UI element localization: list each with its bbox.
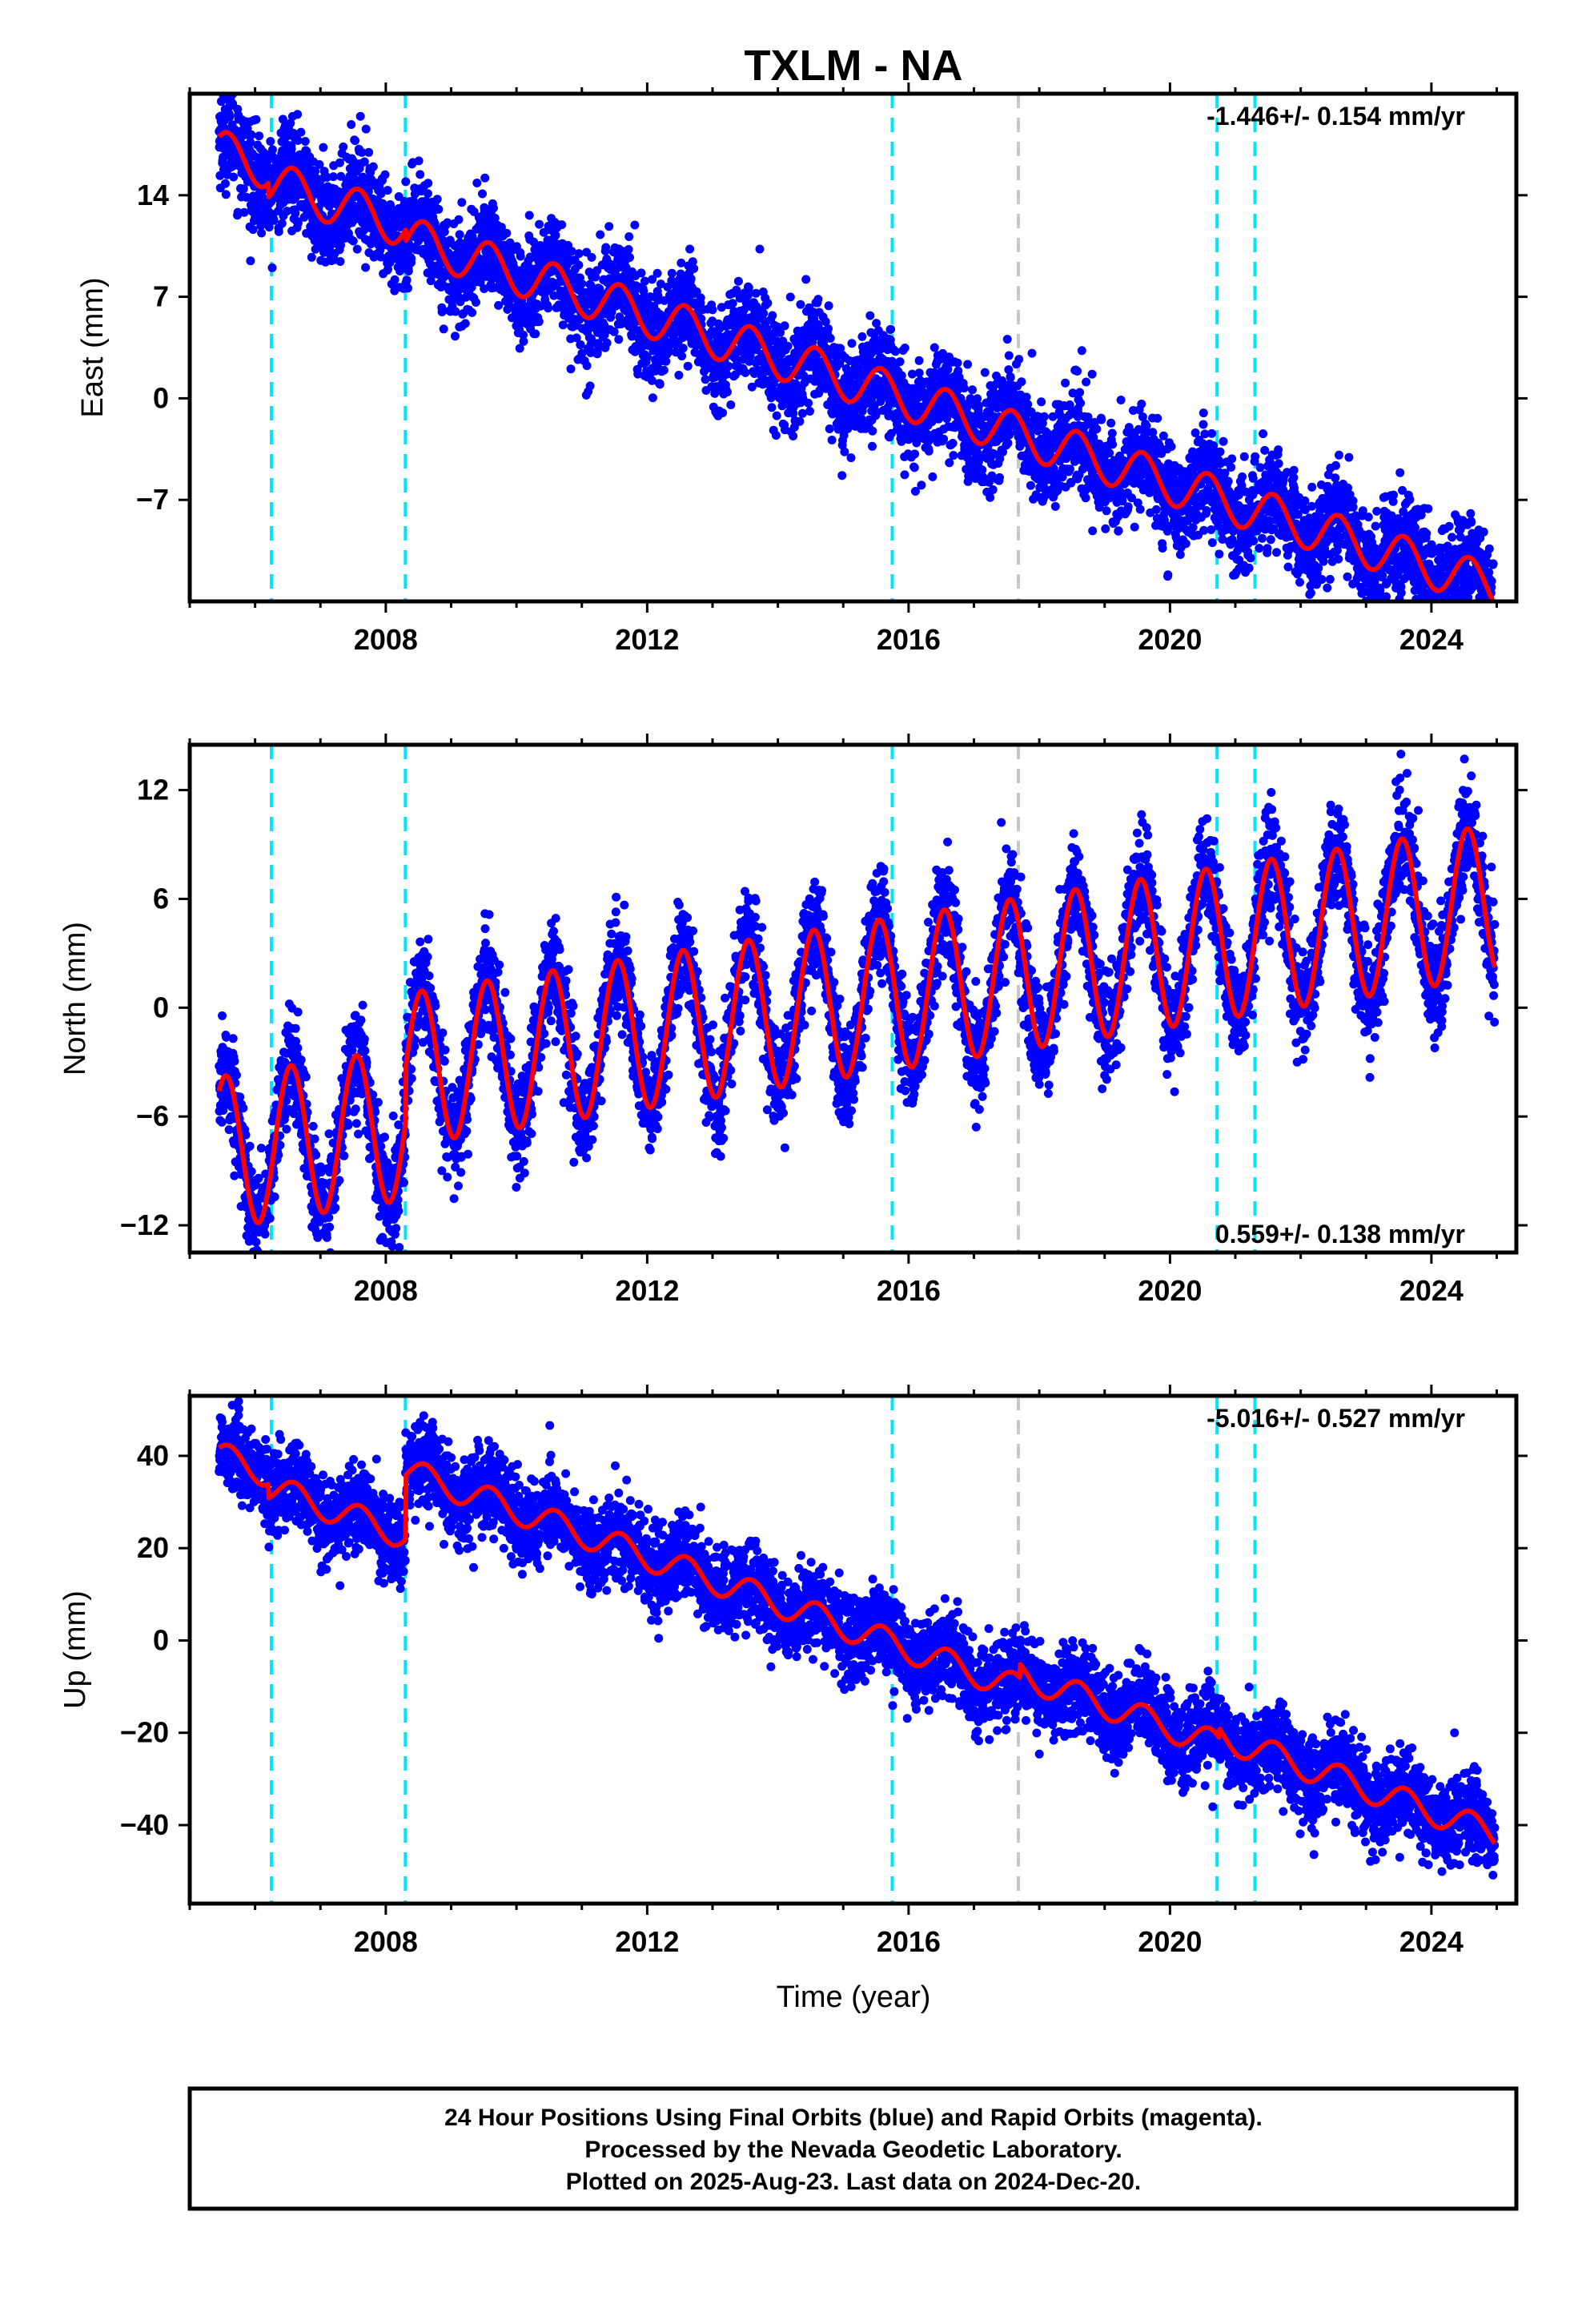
up-rate-label: -5.016+/- 0.527 mm/yr: [1207, 1404, 1465, 1433]
y-tick-label: −12: [120, 1208, 169, 1241]
y-tick-label: 20: [137, 1531, 169, 1564]
y-tick-label: 0: [153, 381, 169, 414]
footer-line-3: Plotted on 2025-Aug-23. Last data on 202…: [566, 2169, 1142, 2195]
north-model-curve-layer: [216, 826, 1497, 1225]
x-tick-label: 2008: [354, 1925, 418, 1958]
y-tick-label: 12: [137, 774, 169, 806]
figure-title: TXLM - NA: [745, 42, 963, 90]
north-panel: 2008 2012 2016 2020 2024 12 6 0 −6 −12 North (mm…: [58, 734, 1528, 1307]
east-x-tick-labels: 2008 2012 2016 2020 2024: [354, 623, 1464, 656]
east-plot-frame: [187, 91, 1519, 604]
footer-box: 24 Hour Positions Using Final Orbits (bl…: [187, 2086, 1519, 2211]
x-tick-label: 2024: [1399, 1274, 1464, 1307]
y-tick-label: −6: [136, 1100, 169, 1132]
x-tick-label: 2012: [615, 1925, 679, 1958]
x-tick-label: 2008: [354, 623, 418, 656]
east-axis-ticks: [179, 82, 1528, 613]
x-tick-label: 2012: [615, 623, 679, 656]
x-tick-label: 2016: [877, 1925, 941, 1958]
x-tick-label: 2012: [615, 1274, 679, 1307]
up-axis-ticks: [179, 1385, 1528, 1915]
x-tick-label: 2016: [877, 1274, 941, 1307]
north-y-tick-labels: 12 6 0 −6 −12: [120, 774, 169, 1241]
y-tick-label: −20: [120, 1716, 169, 1749]
east-observation-points: [215, 94, 1499, 601]
y-tick-label: 0: [153, 1623, 169, 1656]
north-axis-ticks: [179, 734, 1528, 1264]
y-tick-label: −7: [136, 483, 169, 516]
y-tick-label: 40: [137, 1439, 169, 1472]
east-model-curve-layer: [217, 130, 1496, 601]
x-tick-label: 2020: [1138, 1925, 1202, 1958]
y-tick-label: 14: [137, 179, 169, 211]
x-tick-label: 2024: [1399, 623, 1464, 656]
observation-points: [215, 94, 1499, 601]
footer-line-1: 24 Hour Positions Using Final Orbits (bl…: [444, 2105, 1263, 2131]
y-tick-label: 7: [153, 280, 169, 313]
footer-frame: [187, 2086, 1519, 2211]
east-rate-label: -1.446+/- 0.154 mm/yr: [1207, 102, 1465, 131]
x-axis-label: Time (year): [777, 1980, 931, 2014]
model-fit-curve: [217, 130, 1496, 601]
y-tick-label: 0: [153, 991, 169, 1023]
east-y-tick-labels: 14 7 0 −7: [136, 179, 169, 516]
x-tick-label: 2008: [354, 1274, 418, 1307]
x-tick-label: 2020: [1138, 623, 1202, 656]
north-y-axis-label: North (mm): [58, 922, 92, 1076]
east-y-axis-label: East (mm): [76, 277, 110, 417]
x-tick-label: 2020: [1138, 1274, 1202, 1307]
y-tick-label: −40: [120, 1808, 169, 1841]
up-model-curve-layer: [217, 1442, 1497, 1845]
up-plot-frame: [187, 1393, 1519, 1906]
up-x-tick-labels: 2008 2012 2016 2020 2024: [354, 1925, 1464, 1958]
y-tick-label: 6: [153, 882, 169, 915]
east-panel: 2008 2012 2016 2020 2024 14 7 0 −7 East (mm) -1…: [76, 82, 1528, 656]
up-y-tick-labels: 40 20 0 −20 −40: [120, 1439, 169, 1841]
model-fit-curve: [217, 1442, 1497, 1845]
up-panel: 2008 2012 2016 2020 2024 40 20 0 −20 −40 Up (mm)…: [58, 1385, 1528, 2014]
footer-line-2: Processed by the Nevada Geodetic Laborat…: [584, 2137, 1122, 2163]
north-plot-frame: [187, 742, 1519, 1255]
x-tick-label: 2016: [877, 623, 941, 656]
north-rate-label: 0.559+/- 0.138 mm/yr: [1215, 1220, 1465, 1248]
model-fit-curve: [216, 826, 1497, 1225]
up-y-axis-label: Up (mm): [58, 1590, 92, 1709]
x-tick-label: 2024: [1399, 1925, 1464, 1958]
north-x-tick-labels: 2008 2012 2016 2020 2024: [354, 1274, 1464, 1307]
